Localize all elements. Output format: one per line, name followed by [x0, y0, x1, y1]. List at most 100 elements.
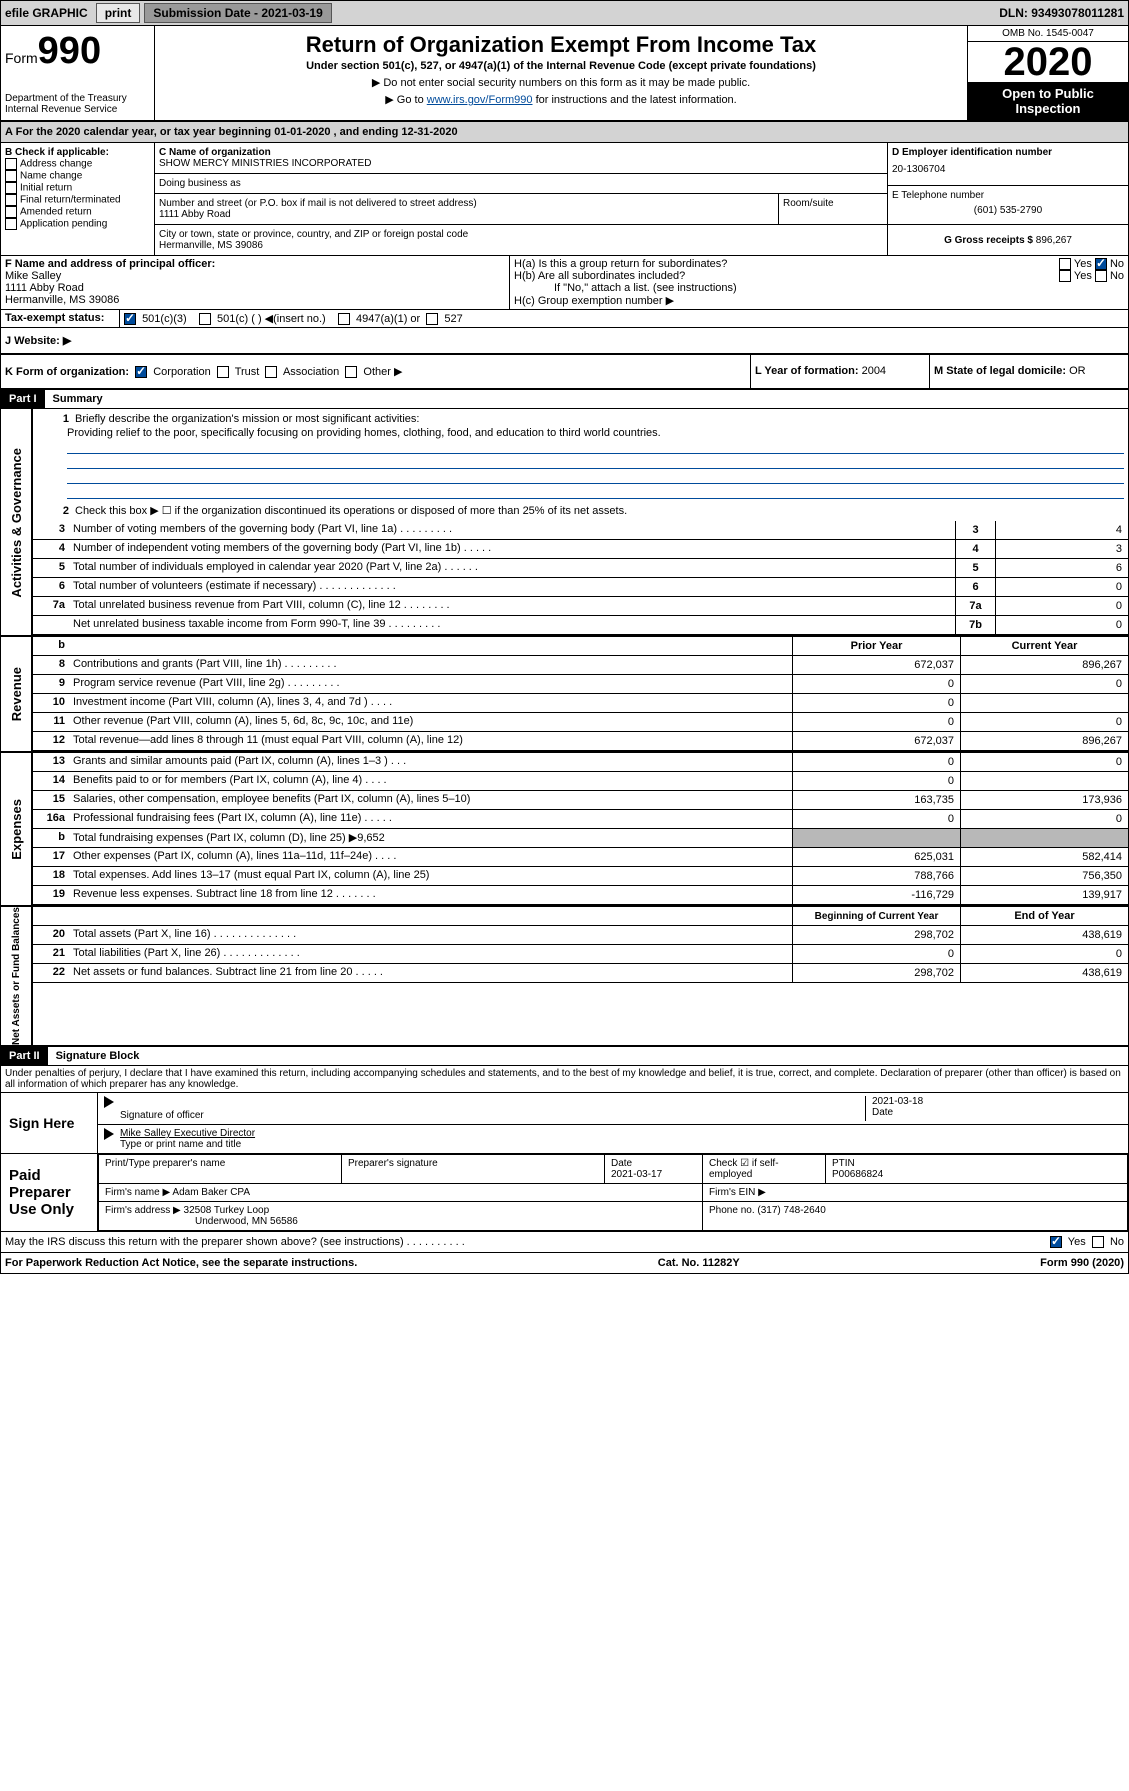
cb-pending-label: Application pending	[20, 219, 107, 230]
hb-label: H(b) Are all subordinates included?	[514, 270, 685, 282]
hb-no[interactable]	[1095, 270, 1107, 282]
sign-here-section: Sign Here Signature of officer2021-03-18…	[1, 1093, 1128, 1154]
end-year-head: End of Year	[960, 907, 1128, 925]
firm-ein-label: Firm's EIN ▶	[703, 1184, 1128, 1202]
checkbox-final[interactable]	[5, 194, 17, 206]
rev-vlabel: Revenue	[9, 667, 24, 721]
state-value: OR	[1069, 365, 1086, 377]
cb-amended-label: Amended return	[20, 207, 92, 218]
section-fh: F Name and address of principal officer:…	[1, 256, 1128, 310]
box-b: B Check if applicable: Address change Na…	[1, 143, 155, 255]
irs-link[interactable]: www.irs.gov/Form990	[427, 94, 533, 106]
section-i: Tax-exempt status: 501(c)(3) 501(c) ( ) …	[1, 310, 1128, 328]
addr-value: 1111 Abby Road	[159, 209, 774, 220]
paid-preparer-label: Paid Preparer Use Only	[1, 1154, 98, 1231]
state-label: M State of legal domicile:	[934, 365, 1066, 377]
curr-year-head: Current Year	[960, 637, 1128, 655]
h-note: If "No," attach a list. (see instruction…	[514, 282, 1124, 294]
dba-label: Doing business as	[159, 178, 883, 189]
firm-name: Adam Baker CPA	[172, 1187, 250, 1198]
box-c: C Name of organization SHOW MERCY MINIST…	[155, 143, 887, 255]
cb-other[interactable]	[345, 366, 357, 378]
officer-city: Hermanville, MS 39086	[5, 294, 505, 306]
header-right: OMB No. 1545-0047 2020 Open to Public In…	[967, 26, 1128, 120]
prep-name-label: Print/Type preparer's name	[99, 1155, 342, 1184]
cb-name-label: Name change	[20, 171, 82, 182]
part1-title: Summary	[45, 390, 111, 408]
mission-label: Briefly describe the organization's miss…	[75, 413, 419, 425]
phone-label: E Telephone number	[892, 190, 1124, 201]
firm-addr1: 32508 Turkey Loop	[184, 1205, 270, 1216]
tax-year-line: A For the 2020 calendar year, or tax yea…	[1, 122, 1128, 143]
prior-year-head: Prior Year	[792, 637, 960, 655]
cb-corp[interactable]	[135, 366, 147, 378]
ha-label: H(a) Is this a group return for subordin…	[514, 258, 727, 270]
year-formation: 2004	[862, 365, 886, 377]
exp-vlabel: Expenses	[9, 799, 24, 860]
box-f: F Name and address of principal officer:…	[1, 256, 510, 309]
box-b-label: B Check if applicable:	[5, 147, 150, 158]
box-deg: D Employer identification number 20-1306…	[887, 143, 1128, 255]
firm-addr2: Underwood, MN 56586	[105, 1216, 298, 1227]
submission-date: Submission Date - 2021-03-19	[144, 3, 331, 23]
checkbox-initial[interactable]	[5, 182, 17, 194]
preparer-table: Print/Type preparer's name Preparer's si…	[98, 1154, 1128, 1231]
open-public: Open to Public Inspection	[968, 82, 1128, 120]
dept-treasury: Department of the Treasury	[5, 93, 150, 104]
goto-note: ▶ Go to www.irs.gov/Form990 for instruct…	[161, 93, 961, 106]
self-employed: Check ☑ if self-employed	[703, 1155, 826, 1184]
header-mid: Return of Organization Exempt From Incom…	[155, 26, 967, 120]
form-footer: For Paperwork Reduction Act Notice, see …	[1, 1253, 1128, 1273]
type-name-label: Type or print name and title	[120, 1139, 1122, 1150]
ein-label: D Employer identification number	[892, 147, 1124, 158]
part2-title: Signature Block	[48, 1047, 148, 1065]
section-j: J Website: ▶	[1, 328, 1128, 355]
hb-yes[interactable]	[1059, 270, 1071, 282]
form-org-label: K Form of organization:	[5, 366, 129, 378]
cb-trust[interactable]	[217, 366, 229, 378]
ha-yes[interactable]	[1059, 258, 1071, 270]
city-label: City or town, state or province, country…	[159, 229, 883, 240]
line2-text: Check this box ▶ ☐ if the organization d…	[75, 505, 627, 517]
sig-officer-label: Signature of officer	[120, 1110, 865, 1121]
discuss-yes[interactable]	[1050, 1236, 1062, 1248]
arrow-icon	[104, 1128, 114, 1140]
part2-label: Part II	[1, 1047, 48, 1065]
org-name-label: C Name of organization	[159, 147, 883, 158]
form-label: Form	[5, 50, 38, 66]
ssn-note: ▶ Do not enter social security numbers o…	[161, 76, 961, 89]
cb-527[interactable]	[426, 313, 438, 325]
sig-date: 2021-03-18	[872, 1096, 1122, 1107]
form-title: Return of Organization Exempt From Incom…	[161, 32, 961, 58]
form-header: Form990 Department of the Treasury Inter…	[1, 26, 1128, 122]
irs-label: Internal Revenue Service	[5, 104, 150, 115]
efile-label: efile GRAPHIC	[5, 6, 88, 20]
mission-text: Providing relief to the poor, specifical…	[37, 427, 1124, 439]
tax-year-text: For the 2020 calendar year, or tax year …	[16, 126, 458, 138]
begin-year-head: Beginning of Current Year	[792, 907, 960, 925]
cat-no: Cat. No. 11282Y	[658, 1257, 740, 1269]
cb-501c[interactable]	[199, 313, 211, 325]
ha-no[interactable]	[1095, 258, 1107, 270]
website-label: J Website: ▶	[5, 334, 71, 347]
officer-name: Mike Salley	[5, 270, 505, 282]
goto-prefix: ▶ Go to	[385, 94, 426, 106]
gross-value: 896,267	[1036, 235, 1072, 246]
dln: DLN: 93493078011281	[999, 6, 1124, 20]
checkbox-amended[interactable]	[5, 206, 17, 218]
discuss-row: May the IRS discuss this return with the…	[1, 1232, 1128, 1253]
checkbox-name[interactable]	[5, 170, 17, 182]
part2-header: Part II Signature Block	[1, 1047, 1128, 1066]
checkbox-address[interactable]	[5, 158, 17, 170]
cb-4947[interactable]	[338, 313, 350, 325]
checkbox-pending[interactable]	[5, 218, 17, 230]
cb-501c3[interactable]	[124, 313, 136, 325]
discuss-no[interactable]	[1092, 1236, 1104, 1248]
paperwork-notice: For Paperwork Reduction Act Notice, see …	[5, 1257, 357, 1269]
cb-assoc[interactable]	[265, 366, 277, 378]
form-container: efile GRAPHIC print Submission Date - 20…	[0, 0, 1129, 1274]
governance-section: Activities & Governance 1Briefly describ…	[1, 409, 1128, 637]
print-button[interactable]: print	[96, 3, 141, 23]
firm-phone: (317) 748-2640	[757, 1205, 825, 1216]
revenue-section: Revenue bPrior YearCurrent Year 8Contrib…	[1, 637, 1128, 753]
